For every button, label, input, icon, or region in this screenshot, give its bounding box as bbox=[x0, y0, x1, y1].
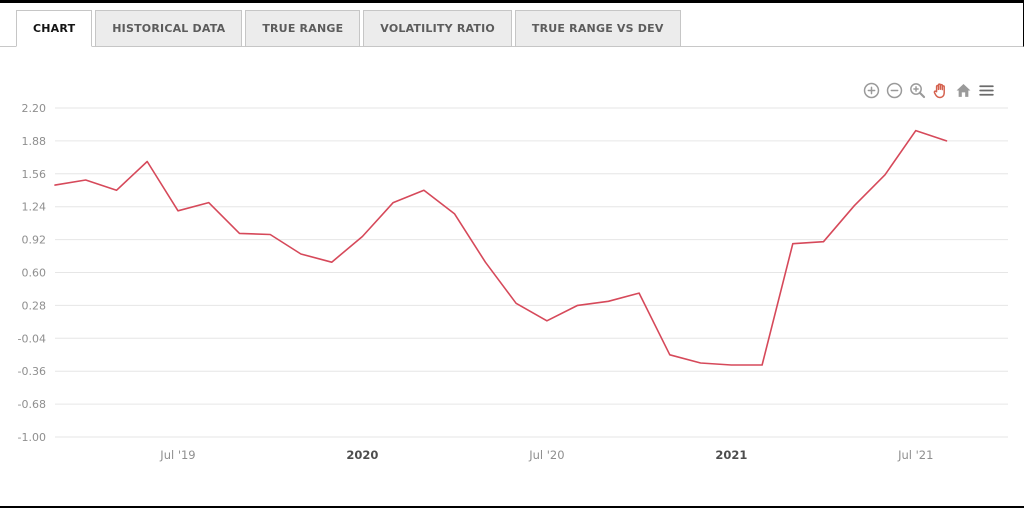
y-tick-label: 1.88 bbox=[22, 135, 47, 148]
menu-icon[interactable] bbox=[977, 81, 996, 100]
series-line bbox=[54, 129, 948, 366]
x-tick-label: 2021 bbox=[715, 448, 747, 462]
y-tick-label: 0.60 bbox=[22, 267, 47, 280]
tab-volatility-ratio[interactable]: VOLATILITY RATIO bbox=[363, 10, 512, 47]
y-tick-label: -0.04 bbox=[18, 332, 46, 345]
y-tick-label: -0.68 bbox=[18, 398, 46, 411]
volatility-line-chart[interactable]: 2.20 1.88 1.56 1.24 0.92 0.60 0.28 -0.04 -0.36 -0… bbox=[0, 47, 1024, 506]
y-tick-label: 1.56 bbox=[22, 168, 47, 181]
y-tick-label: 0.28 bbox=[22, 299, 47, 312]
x-tick-label: Jul '20 bbox=[528, 448, 564, 462]
home-icon[interactable] bbox=[954, 81, 973, 100]
y-tick-label: -1.00 bbox=[18, 431, 46, 444]
tab-chart[interactable]: CHART bbox=[16, 10, 93, 47]
x-tick-label: 2020 bbox=[346, 448, 378, 462]
tab-bar: CHART HISTORICAL DATA TRUE RANGE VOLATIL… bbox=[0, 3, 1024, 47]
y-tick-label: 0.92 bbox=[22, 234, 47, 247]
tab-true-range[interactable]: TRUE RANGE bbox=[245, 10, 361, 47]
y-tick-label: -0.36 bbox=[18, 365, 46, 378]
tab-true-range-vs-dev[interactable]: TRUE RANGE VS DEV bbox=[514, 10, 681, 47]
x-tick-label: Jul '19 bbox=[159, 448, 195, 462]
box-zoom-icon[interactable] bbox=[908, 81, 927, 100]
y-tick-label: 1.24 bbox=[22, 201, 47, 214]
tab-historical-data[interactable]: HISTORICAL DATA bbox=[95, 10, 243, 47]
zoom-in-icon[interactable] bbox=[862, 81, 881, 100]
chart-toolbar bbox=[862, 81, 996, 100]
zoom-out-icon[interactable] bbox=[885, 81, 904, 100]
y-tick-label: 2.20 bbox=[22, 102, 47, 115]
x-tick-label: Jul '21 bbox=[897, 448, 933, 462]
chart-area: 2.20 1.88 1.56 1.24 0.92 0.60 0.28 -0.04 -0.36 -0… bbox=[0, 47, 1024, 506]
pan-hand-icon[interactable] bbox=[931, 81, 950, 100]
